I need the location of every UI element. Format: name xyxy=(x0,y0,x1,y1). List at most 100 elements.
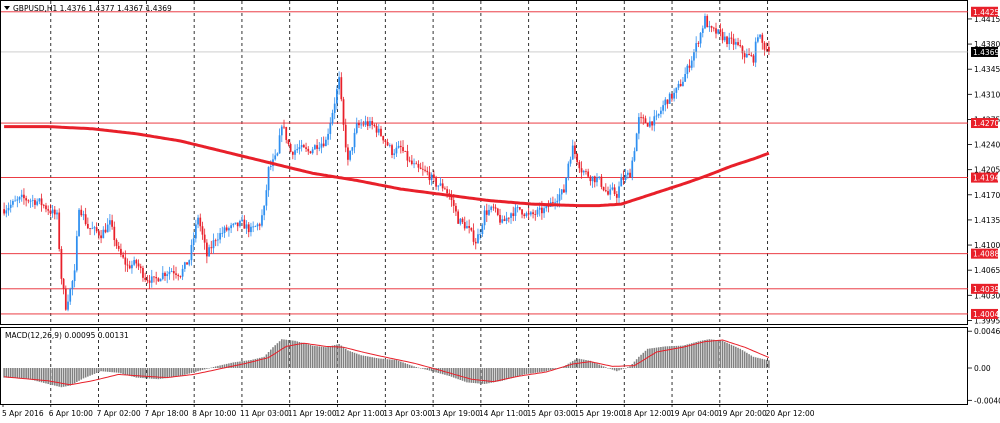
macd-histogram-bar xyxy=(746,352,748,368)
macd-histogram-bar xyxy=(225,363,228,368)
candle-body xyxy=(126,264,129,266)
candle-body xyxy=(60,248,63,279)
macd-histogram-bar xyxy=(735,346,737,368)
macd-histogram-bar xyxy=(126,368,129,376)
candle-body xyxy=(518,207,521,210)
macd-histogram-bar xyxy=(223,364,226,368)
candle-body xyxy=(45,205,47,210)
macd-histogram-bar xyxy=(673,346,675,368)
candle-body xyxy=(197,217,199,225)
macd-histogram-bar xyxy=(214,366,217,368)
candle-body xyxy=(355,123,358,133)
macd-histogram-bar xyxy=(715,340,717,368)
candle-body xyxy=(490,206,493,210)
candle-body xyxy=(481,225,484,235)
macd-histogram-bar xyxy=(283,339,285,368)
candle-body xyxy=(223,227,226,233)
macd-axis: 0.0046 0.00 -0.00404 xyxy=(968,327,1000,405)
horizontal-levels[interactable] xyxy=(1,11,968,315)
candle-body xyxy=(380,128,382,137)
candle-body xyxy=(58,212,61,249)
macd-histogram-bar xyxy=(73,368,76,384)
time-axis-label: 6 Apr 10:00 xyxy=(49,409,93,418)
macd-histogram-bar xyxy=(671,346,673,368)
moving-average-line xyxy=(4,125,770,208)
macd-histogram-bar xyxy=(314,345,316,368)
macd-histogram-bar xyxy=(728,343,730,368)
candle-body xyxy=(585,170,587,172)
candle-body xyxy=(410,160,413,164)
candle-body xyxy=(626,172,629,175)
price-axis-label: 1.4380 xyxy=(974,40,1000,49)
macd-histogram-bar xyxy=(501,368,503,381)
candle-body xyxy=(289,144,292,152)
candle-body xyxy=(347,147,349,160)
level-price-tag xyxy=(971,248,998,259)
candle-body xyxy=(245,224,248,229)
candle-body xyxy=(386,142,389,146)
candle-body xyxy=(655,115,658,117)
candle-body xyxy=(433,174,435,178)
macd-histogram-bar xyxy=(752,356,755,368)
candle-body xyxy=(607,191,609,195)
macd-histogram-bar xyxy=(95,368,98,373)
macd-histogram-bar xyxy=(258,357,261,368)
macd-histogram-bar xyxy=(230,362,232,368)
candle-body xyxy=(578,162,581,169)
macd-histogram-bar xyxy=(34,368,36,381)
macd-histogram-bar xyxy=(706,339,708,368)
macd-histogram-bar xyxy=(285,339,287,368)
macd-histogram-bar xyxy=(382,358,384,368)
time-axis-label: 7 Apr 18:00 xyxy=(144,409,188,418)
dropdown-triangle-icon[interactable] xyxy=(4,6,10,10)
candle-body xyxy=(541,207,543,214)
candle-body xyxy=(752,55,755,63)
macd-histogram-bar xyxy=(675,345,678,368)
macd-histogram-bar xyxy=(565,365,567,368)
candle-body xyxy=(358,123,360,126)
macd-axis-label: -0.00404 xyxy=(974,396,1000,405)
candle-body xyxy=(759,34,761,38)
candle-body xyxy=(212,240,215,249)
time-axis-label: 11 Apr 03:00 xyxy=(240,409,289,418)
macd-histogram-bar xyxy=(446,368,448,376)
candle-body xyxy=(468,226,471,228)
macd-histogram-bar xyxy=(490,368,492,383)
candle-body xyxy=(507,217,510,219)
macd-histogram-bar xyxy=(349,351,351,368)
candle-body xyxy=(104,229,107,233)
candle-body xyxy=(450,196,453,201)
macd-histogram-bar xyxy=(122,368,124,374)
macd-histogram-bar xyxy=(270,349,272,368)
candle-body xyxy=(36,201,39,205)
macd-histogram-bar xyxy=(717,340,719,368)
candle-body xyxy=(618,186,620,198)
candle-body xyxy=(353,132,356,148)
price-axis-label: 1.4415 xyxy=(974,15,1000,24)
candle-body xyxy=(388,145,391,147)
macd-histogram-bar xyxy=(84,368,87,378)
candle-body xyxy=(318,147,321,149)
candle-body xyxy=(587,171,590,177)
candle-body xyxy=(120,248,122,255)
candle-body xyxy=(263,205,266,216)
candle-body xyxy=(706,16,709,28)
candle-body xyxy=(715,28,717,34)
candle-body xyxy=(609,189,612,195)
macd-histogram-bar xyxy=(719,340,722,368)
macd-histogram-bar xyxy=(148,368,151,379)
macd-histogram-bar xyxy=(23,368,25,379)
current-price-tag-label: 1.4369 xyxy=(973,48,999,57)
candle-body xyxy=(382,136,385,141)
macd-histogram-bar xyxy=(142,368,144,379)
candle-body xyxy=(413,163,415,165)
macd-histogram-bar xyxy=(289,340,292,368)
macd-histogram-bar xyxy=(49,368,52,385)
macd-histogram-bar xyxy=(102,368,105,372)
candle-body xyxy=(164,272,166,277)
macd-histogram-bar xyxy=(128,368,131,376)
candle-body xyxy=(371,121,374,125)
candle-body xyxy=(437,185,440,187)
macd-histogram-bar xyxy=(527,368,530,374)
